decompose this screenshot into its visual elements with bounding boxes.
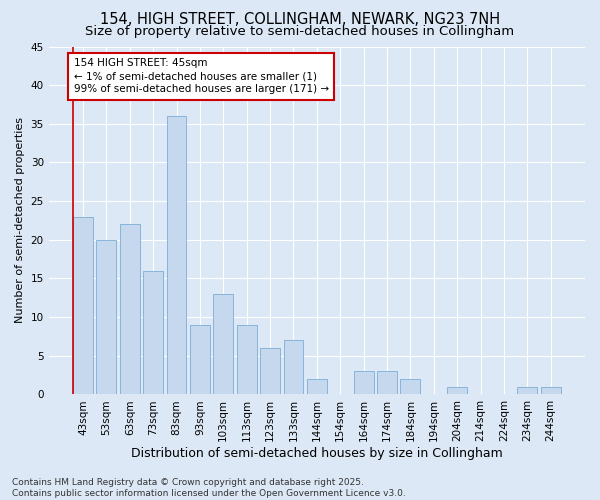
Bar bbox=[190, 325, 210, 394]
Bar bbox=[541, 386, 560, 394]
Y-axis label: Number of semi-detached properties: Number of semi-detached properties bbox=[15, 118, 25, 324]
Bar bbox=[400, 379, 421, 394]
Bar bbox=[120, 224, 140, 394]
Bar bbox=[260, 348, 280, 395]
Bar bbox=[353, 372, 374, 394]
Text: Size of property relative to semi-detached houses in Collingham: Size of property relative to semi-detach… bbox=[85, 25, 515, 38]
Text: Contains HM Land Registry data © Crown copyright and database right 2025.
Contai: Contains HM Land Registry data © Crown c… bbox=[12, 478, 406, 498]
Bar bbox=[214, 294, 233, 394]
Bar bbox=[143, 270, 163, 394]
Bar bbox=[377, 372, 397, 394]
Text: 154, HIGH STREET, COLLINGHAM, NEWARK, NG23 7NH: 154, HIGH STREET, COLLINGHAM, NEWARK, NG… bbox=[100, 12, 500, 28]
Bar bbox=[307, 379, 327, 394]
Bar bbox=[284, 340, 304, 394]
Bar bbox=[167, 116, 187, 394]
Bar bbox=[73, 216, 93, 394]
Bar bbox=[237, 325, 257, 394]
Bar bbox=[97, 240, 116, 394]
Text: 154 HIGH STREET: 45sqm
← 1% of semi-detached houses are smaller (1)
99% of semi-: 154 HIGH STREET: 45sqm ← 1% of semi-deta… bbox=[74, 58, 329, 94]
Bar bbox=[517, 386, 537, 394]
Bar bbox=[447, 386, 467, 394]
X-axis label: Distribution of semi-detached houses by size in Collingham: Distribution of semi-detached houses by … bbox=[131, 447, 503, 460]
